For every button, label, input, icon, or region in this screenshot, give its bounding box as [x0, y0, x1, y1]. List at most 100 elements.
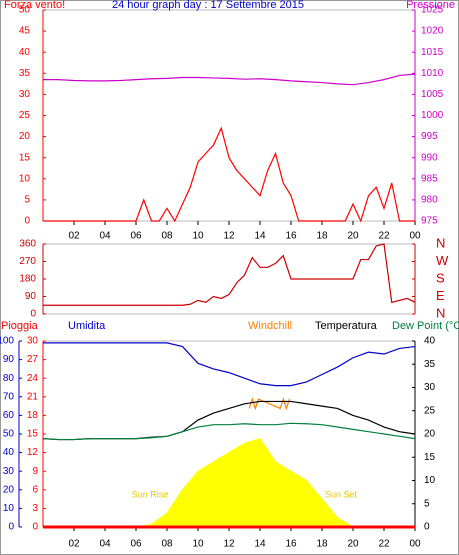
y2-tick-label: 1020 — [421, 26, 444, 37]
y3-tick-label: 9 — [32, 466, 38, 477]
y3-tick-label: 30 — [27, 336, 39, 347]
y-tick-label: 50 — [19, 5, 31, 16]
y-tick-label: 100 — [0, 336, 14, 347]
x-tick-label: 06 — [130, 231, 142, 242]
y2-tick-label: N — [436, 235, 445, 250]
x-tick-label: 22 — [378, 231, 390, 242]
y2-tick-label: 975 — [421, 216, 438, 227]
legend-entry: Dew Point (°C — [392, 320, 459, 332]
y2-tick-label: 40 — [424, 336, 436, 347]
y-tick-label: 30 — [19, 89, 31, 100]
series-line — [43, 126, 415, 223]
legend-entry: Pioggia — [1, 320, 39, 332]
series-line — [42, 422, 416, 441]
series-line — [43, 73, 416, 86]
y3-tick-label: 21 — [27, 391, 39, 402]
y3-tick-label: 24 — [27, 373, 39, 384]
x-tick-label: 10 — [192, 539, 204, 550]
y-tick-label: 5 — [24, 195, 30, 206]
x-tick-label: 04 — [99, 231, 111, 242]
y3-tick-label: 3 — [32, 503, 38, 514]
x-tick-label: 14 — [254, 539, 266, 550]
y2-tick-label: 995 — [421, 131, 438, 142]
y-tick-label: 30 — [3, 466, 15, 477]
y2-tick-label: N — [436, 305, 445, 320]
y-tick-label: 60 — [3, 410, 15, 421]
y2-tick-label: S — [436, 270, 445, 285]
y-tick-label: 70 — [3, 391, 15, 402]
x-tick-label: 00 — [409, 231, 421, 242]
y2-tick-label: 980 — [421, 195, 438, 206]
x-tick-label: 12 — [223, 539, 235, 550]
y2-tick-label: 990 — [421, 152, 438, 163]
y2-tick-label: 30 — [424, 382, 436, 393]
x-tick-label: 18 — [316, 539, 328, 550]
y-tick-label: 0 — [8, 522, 14, 533]
series-line — [43, 342, 416, 387]
y-tick-label: 90 — [25, 291, 37, 302]
x-tick-label: 02 — [68, 539, 80, 550]
y-tick-label: 180 — [19, 274, 36, 285]
y2-tick-label: 10 — [424, 475, 436, 486]
y-tick-label: 90 — [3, 354, 15, 365]
x-tick-label: 02 — [68, 231, 80, 242]
x-tick-label: 22 — [378, 539, 390, 550]
y2-tick-label: 1010 — [421, 68, 444, 79]
x-tick-label: 04 — [99, 539, 111, 550]
legend-entry: Forza vento! — [4, 0, 65, 11]
y2-tick-label: 25 — [424, 405, 436, 416]
y2-tick-label: 15 — [424, 452, 436, 463]
legend-entry: Umidita — [68, 320, 106, 332]
y3-tick-label: 15 — [27, 429, 39, 440]
y2-tick-label: 985 — [421, 173, 438, 184]
y-tick-label: 20 — [19, 131, 31, 142]
x-tick-label: 20 — [347, 231, 359, 242]
y2-tick-label: 1025 — [421, 5, 444, 16]
y-tick-label: 15 — [19, 152, 31, 163]
y3-tick-label: 6 — [32, 484, 38, 495]
x-tick-label: 10 — [192, 231, 204, 242]
x-tick-label: 08 — [161, 231, 173, 242]
x-tick-label: 08 — [161, 539, 173, 550]
series-line — [248, 397, 291, 411]
y-tick-label: 40 — [19, 47, 31, 58]
y2-tick-label: 5 — [424, 498, 430, 509]
x-tick-label: 00 — [409, 539, 421, 550]
y2-tick-label: 35 — [424, 359, 436, 370]
y-tick-label: 10 — [19, 173, 31, 184]
series-line — [43, 243, 416, 306]
y2-tick-label: W — [436, 253, 449, 268]
annotation: Sun Set — [325, 489, 358, 499]
legend-entry: Windchill — [248, 320, 292, 332]
y-tick-label: 0 — [30, 309, 36, 320]
y-tick-label: 0 — [24, 216, 30, 227]
y-tick-label: 35 — [19, 68, 31, 79]
y-tick-label: 20 — [3, 484, 15, 495]
y-tick-label: 360 — [19, 239, 36, 250]
y3-tick-label: 12 — [27, 447, 39, 458]
y2-tick-label: 1015 — [421, 47, 444, 58]
x-tick-label: 14 — [254, 231, 266, 242]
y-tick-label: 45 — [19, 26, 31, 37]
x-tick-label: 12 — [223, 231, 235, 242]
chart-title: 24 hour graph day : 17 Settembre 2015 — [112, 0, 304, 11]
y2-tick-label: 1005 — [421, 89, 444, 100]
x-tick-label: 18 — [316, 231, 328, 242]
y-tick-label: 50 — [3, 429, 15, 440]
y3-tick-label: 0 — [32, 522, 38, 533]
x-tick-label: 16 — [285, 539, 297, 550]
y2-tick-label: E — [436, 288, 445, 303]
y3-tick-label: 18 — [27, 410, 39, 421]
y-tick-label: 10 — [3, 503, 15, 514]
y-tick-label: 80 — [3, 373, 15, 384]
y-tick-label: 270 — [19, 256, 36, 267]
x-tick-label: 06 — [130, 539, 142, 550]
y2-tick-label: 1000 — [421, 110, 444, 121]
x-tick-label: 16 — [285, 231, 297, 242]
y3-tick-label: 27 — [27, 354, 39, 365]
y-tick-label: 25 — [19, 110, 31, 121]
y2-tick-label: 0 — [424, 522, 430, 533]
x-tick-label: 20 — [347, 539, 359, 550]
y2-tick-label: 20 — [424, 429, 436, 440]
